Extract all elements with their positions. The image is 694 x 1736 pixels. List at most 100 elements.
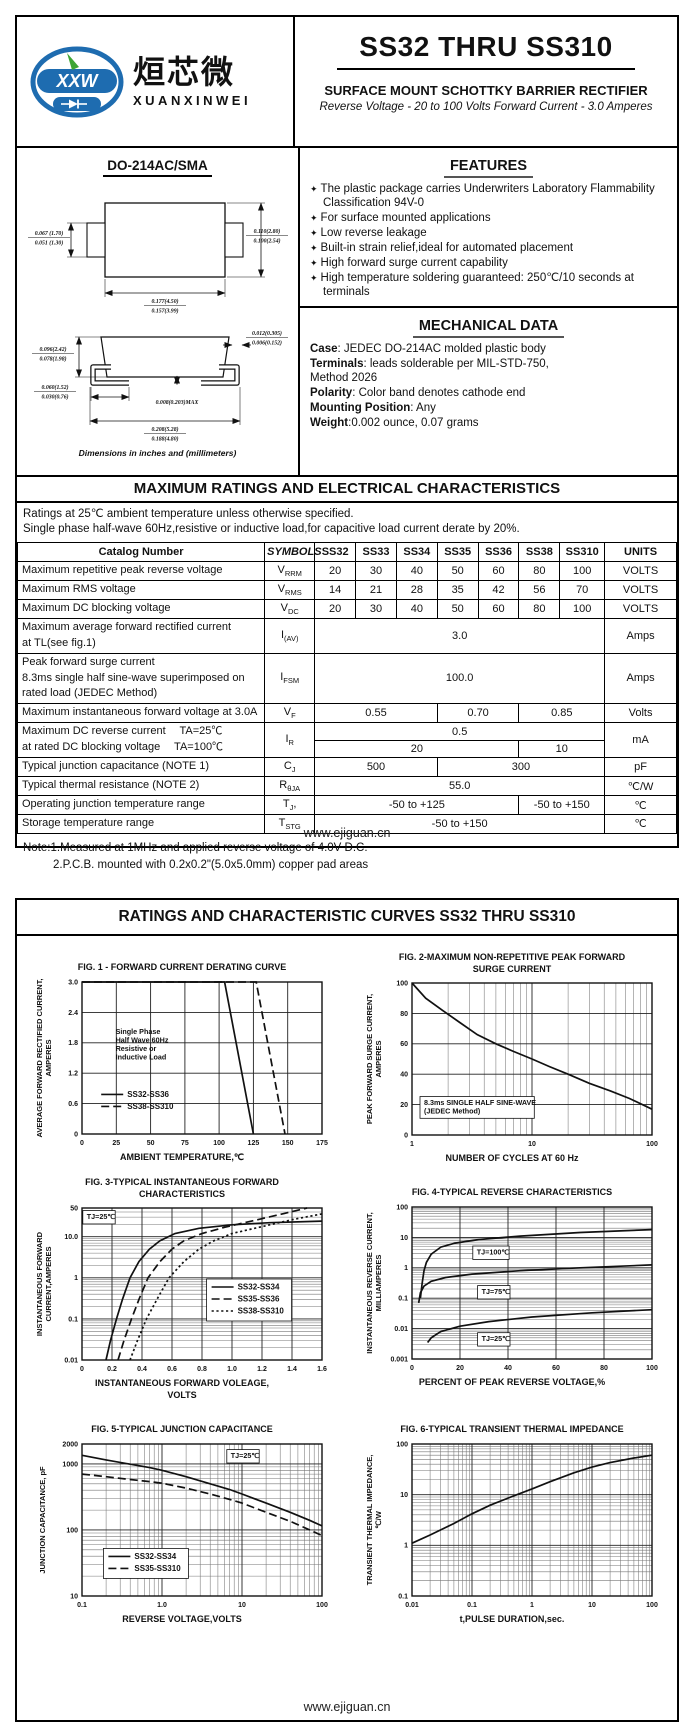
column-header: SYMBOLS [264, 541, 322, 562]
fig1-forward-current-derating: FIG. 1 - FORWARD CURRENT DERATING CURVE … [18, 940, 346, 1165]
svg-text:0.096(2.42): 0.096(2.42) [39, 346, 66, 353]
svg-text:100: 100 [316, 1602, 328, 1609]
svg-text:0: 0 [80, 1366, 84, 1373]
row-symbol: TJ, [264, 795, 316, 815]
feature-item: ✦ High forward surge current capability [310, 257, 508, 270]
series-SS32-SS34 [81, 1454, 323, 1527]
column-header: SS38 [518, 541, 561, 562]
table-row: 20 10 [18, 739, 677, 759]
svg-text:0.1: 0.1 [398, 1296, 408, 1303]
value-cell: 56 [518, 579, 561, 600]
bullet-icon: ✦ [310, 273, 318, 284]
svg-text:0.1: 0.1 [467, 1602, 477, 1609]
bullet-icon: ✦ [310, 258, 318, 269]
svg-text:1.0: 1.0 [157, 1602, 167, 1609]
annotation: TJ=25℃ [482, 1334, 511, 1343]
svg-text:25: 25 [112, 1140, 120, 1147]
legend-label: SS38-SS310 [127, 1102, 174, 1111]
svg-text:10: 10 [70, 1593, 78, 1600]
svg-text:75: 75 [181, 1140, 189, 1147]
row-unit: ℃ [604, 814, 677, 834]
value-cell: 20 [314, 598, 357, 619]
svg-text:0.8: 0.8 [197, 1366, 207, 1373]
svg-text:1: 1 [74, 1276, 78, 1283]
legend-label: SS32-SS34 [134, 1552, 176, 1561]
svg-text:0.006(0.152): 0.006(0.152) [252, 340, 282, 347]
svg-text:60: 60 [552, 1365, 560, 1372]
value-cell: 60 [477, 598, 520, 619]
row-unit: pF [604, 757, 677, 778]
package-drawing-section: DO-214AC/SMA 0.067 (1.70) 0.051 (1.30) 0.1… [17, 148, 298, 475]
svg-text:0.177(4.50): 0.177(4.50) [151, 298, 178, 305]
value-cell: 30 [355, 598, 397, 619]
table-footnotes: Note:1.Measured at 1MHz and applied reve… [17, 834, 677, 873]
header: XXW 烜芯微 XUANXINWEI SS32 THRU SS310 SURFA… [17, 17, 677, 148]
row-symbol: RθJA [264, 776, 316, 797]
svg-text:0: 0 [74, 1131, 78, 1138]
svg-text:80: 80 [600, 1365, 608, 1372]
value-cell: 0.5 [314, 722, 606, 741]
package-caption: Dimensions in inches and (millimeters) [78, 448, 237, 458]
column-header: SS34 [395, 541, 438, 562]
svg-text:0.01: 0.01 [394, 1326, 408, 1333]
mechanical-line: Method 2026 [310, 372, 378, 385]
value-cell: 80 [518, 598, 561, 619]
ratings-table: Catalog Number SYMBOLS SS32 SS33 SS34 SS35 SS3… [16, 541, 677, 834]
svg-text:2.4: 2.4 [68, 1010, 78, 1017]
table-row: Operating junction temperature range TJ, -… [16, 795, 677, 815]
bullet-icon: ✦ [310, 243, 318, 254]
figure-y-axis-label: INSTANTANEOUS REVERSE CURRENT, [365, 1212, 374, 1353]
legend-label: SS32-SS34 [238, 1283, 280, 1292]
value-cell: 500 [314, 757, 438, 778]
svg-text:100: 100 [213, 1140, 225, 1147]
svg-text:1.2: 1.2 [68, 1071, 78, 1078]
series-TJ=100℃ [419, 1228, 653, 1299]
value-cell: 30 [355, 560, 397, 581]
svg-text:0.157(3.99): 0.157(3.99) [151, 308, 178, 315]
ratings-note-line-1: Ratings at 25℃ ambient temperature unles… [23, 508, 354, 520]
annotation: TJ=25℃ [231, 1451, 260, 1460]
figures-grid: FIG. 1 - FORWARD CURRENT DERATING CURVE … [17, 936, 677, 1626]
svg-text:0.067 (1.70): 0.067 (1.70) [34, 230, 63, 237]
legend-label: SS38-SS310 [238, 1307, 285, 1316]
value-cell: 50 [436, 598, 479, 619]
svg-text:10: 10 [588, 1602, 596, 1609]
annotation: (JEDEC Method) [424, 1107, 481, 1116]
series-SS32-SS34 [105, 1220, 323, 1361]
legend-label: SS35-SS36 [238, 1295, 280, 1304]
svg-text:1.4: 1.4 [287, 1366, 297, 1373]
figure-y-axis-label: CURRENT,AMPERES [44, 1247, 53, 1322]
column-header: SS33 [355, 541, 397, 562]
mechanical-line: Terminals: leads solderable per MIL-STD-… [310, 357, 549, 370]
drawing-and-features-section: DO-214AC/SMA 0.067 (1.70) 0.051 (1.30) 0.1… [17, 148, 677, 477]
value-cell: 100 [559, 598, 606, 619]
figure-title: FIG. 5-TYPICAL JUNCTION CAPACITANCE [91, 1424, 273, 1435]
row-unit: ℃ [604, 795, 677, 815]
row-label: Typical thermal resistance (NOTE 2) [16, 776, 266, 797]
figure-y-axis-label: JUNCTION CAPACITANCE, pF [38, 1466, 47, 1574]
table-row: Maximum RMS voltage VRMS 14 21 28 35 42 56 70 VOL… [16, 579, 677, 600]
svg-text:100: 100 [396, 1441, 408, 1448]
value-cell: 80 [518, 560, 561, 581]
svg-text:0.030(0.76): 0.030(0.76) [41, 394, 68, 401]
row-unit: Volts [604, 703, 677, 724]
table-row: Typical thermal resistance (NOTE 2) RθJA 5… [16, 776, 677, 797]
row-unit: VOLTS [604, 579, 677, 600]
curves-banner: RATINGS AND CHARACTERISTIC CURVES SS32 T… [17, 900, 677, 936]
table-row: Maximum average forward rectified curren… [16, 617, 677, 654]
table-row: Typical junction capacitance (NOTE 1) CJ 5… [16, 757, 677, 778]
column-header: SS310 [559, 541, 606, 562]
bullet-icon: ✦ [310, 228, 318, 239]
figure-title: FIG. 2-MAXIMUM NON-REPETITIVE PEAK FORWA… [398, 952, 626, 974]
fig3-forward-characteristics: FIG. 3-TYPICAL INSTANTANEOUS FORWARD CHAR… [18, 1165, 346, 1402]
svg-text:1.0: 1.0 [227, 1366, 237, 1373]
svg-text:10: 10 [400, 1235, 408, 1242]
svg-text:0.01: 0.01 [64, 1358, 78, 1365]
svg-text:100: 100 [396, 981, 408, 988]
mechanical-line: Polarity: Color band denotes cathode end [310, 387, 526, 400]
column-header: Catalog Number [16, 541, 266, 562]
bullet-icon: ✦ [310, 213, 318, 224]
table-row: Maximum instantaneous forward voltage at… [16, 703, 677, 724]
footnote-1: Note:1.Measured at 1MHz and applied reve… [23, 841, 368, 854]
title-block: SS32 THRU SS310 SURFACE MOUNT SCHOTTKY B… [293, 17, 677, 146]
